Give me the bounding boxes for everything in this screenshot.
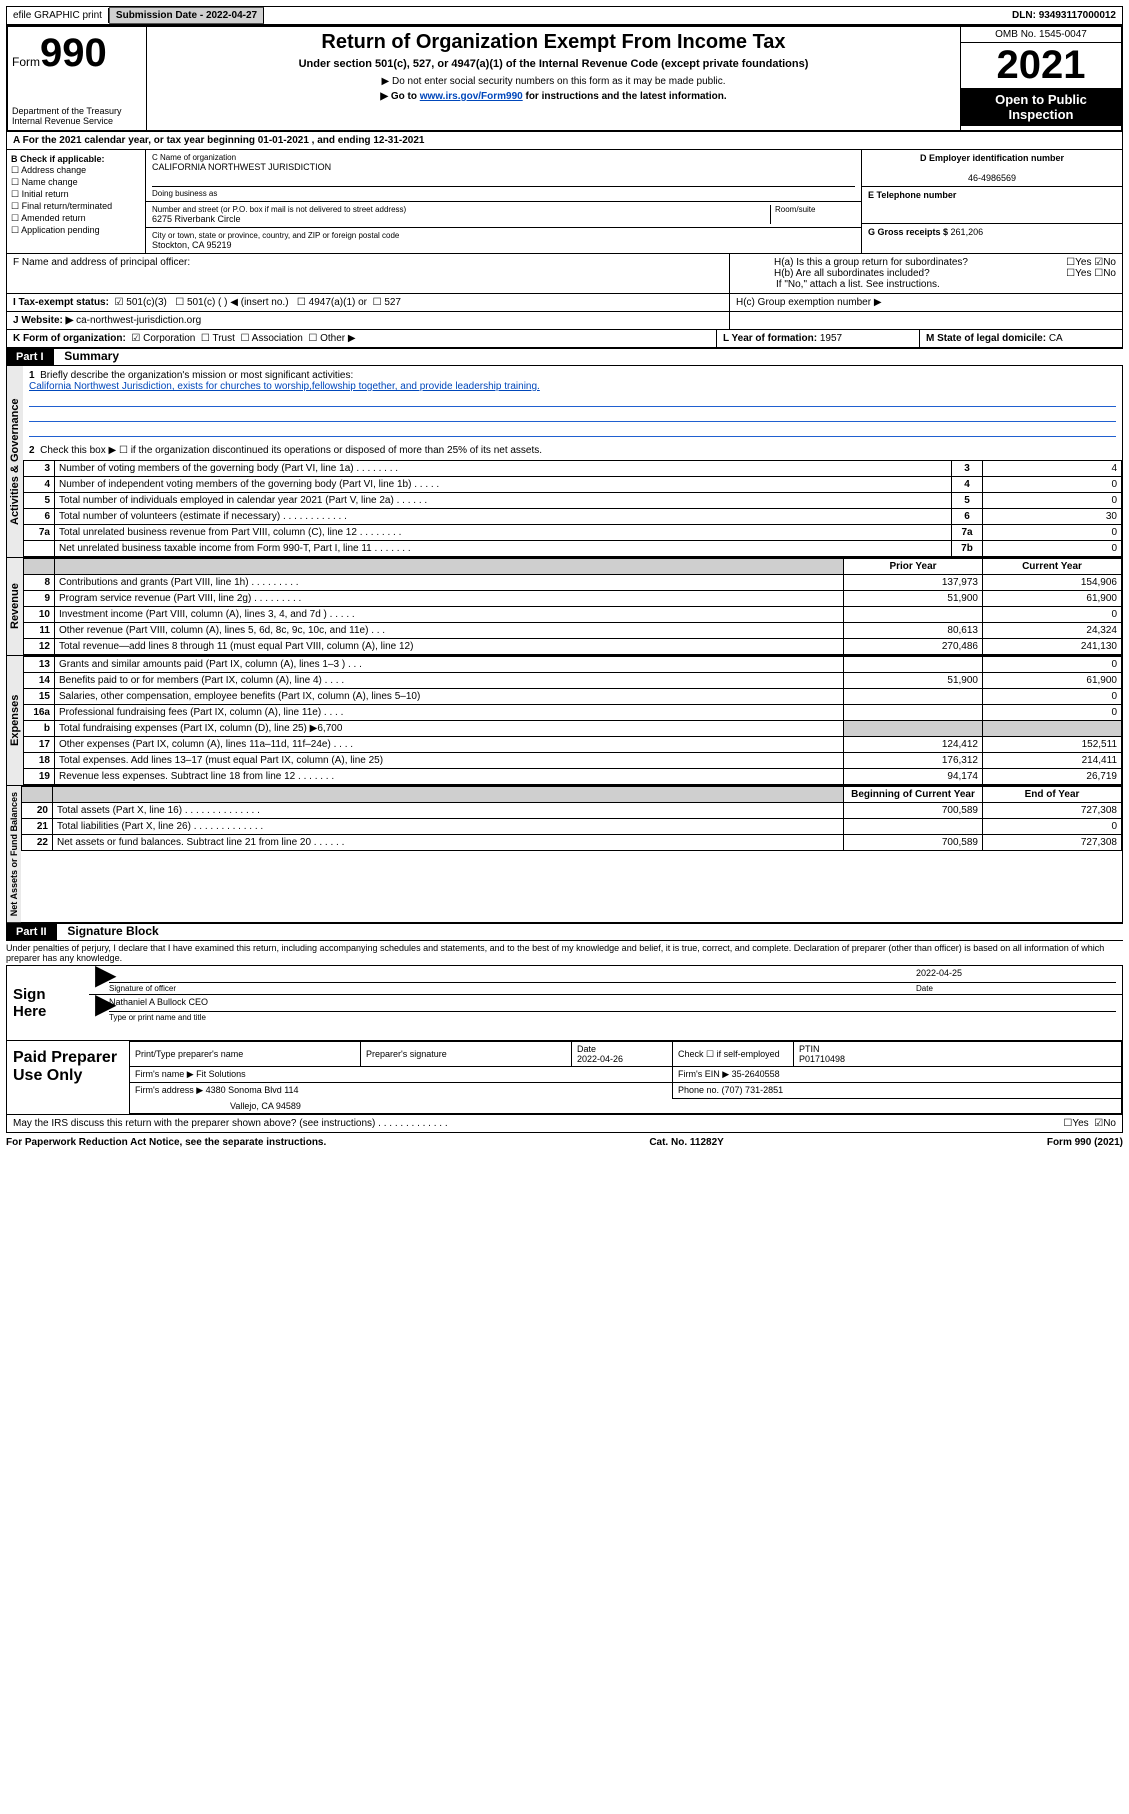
netassets-table: Beginning of Current YearEnd of Year20To… — [21, 786, 1122, 851]
chk-other[interactable]: ☐ Other ▶ — [308, 333, 355, 344]
chk-initial-return[interactable]: ☐ Initial return — [11, 189, 141, 200]
box-hc: H(c) Group exemption number ▶ — [729, 294, 1122, 311]
governance-table: 3Number of voting members of the governi… — [23, 460, 1122, 557]
subtitle-2: ▶ Do not enter social security numbers o… — [153, 76, 954, 87]
top-bar: efile GRAPHIC print Submission Date - 20… — [6, 6, 1123, 25]
ein-cell: D Employer identification number 46-4986… — [862, 150, 1122, 187]
omb-number: OMB No. 1545-0047 — [961, 27, 1121, 43]
subtitle-1: Under section 501(c), 527, or 4947(a)(1)… — [153, 58, 954, 70]
org-name-cell: C Name of organization CALIFORNIA NORTHW… — [146, 150, 861, 202]
dept-label: Department of the Treasury Internal Reve… — [12, 106, 142, 126]
city-cell: City or town, state or province, country… — [146, 228, 861, 253]
chk-final-return[interactable]: ☐ Final return/terminated — [11, 201, 141, 212]
box-j: J Website: ▶ ca-northwest-jurisdiction.o… — [7, 312, 729, 329]
form-header: Form990 Department of the Treasury Inter… — [6, 25, 1123, 132]
box-m: M State of legal domicile: CA — [919, 330, 1122, 347]
revenue-table: Prior YearCurrent Year8Contributions and… — [23, 558, 1122, 655]
gross-receipts-cell: G Gross receipts $ 261,206 — [862, 224, 1122, 240]
form-number: 990 — [40, 31, 107, 75]
chk-501c[interactable]: ☐ 501(c) ( ) ◀ (insert no.) — [175, 297, 288, 308]
form-title: Return of Organization Exempt From Incom… — [153, 31, 954, 54]
side-revenue: Revenue — [7, 558, 23, 655]
page-footer: For Paperwork Reduction Act Notice, see … — [6, 1133, 1123, 1148]
chk-address-change[interactable]: ☐ Address change — [11, 165, 141, 176]
chk-501c3[interactable]: ☑ 501(c)(3) — [115, 297, 167, 308]
box-b: B Check if applicable: ☐ Address change … — [7, 150, 146, 253]
identity-block: B Check if applicable: ☐ Address change … — [6, 150, 1123, 254]
chk-assoc[interactable]: ☐ Association — [240, 333, 302, 344]
chk-527[interactable]: ☐ 527 — [373, 297, 401, 308]
chk-trust[interactable]: ☐ Trust — [201, 333, 235, 344]
expenses-table: 13Grants and similar amounts paid (Part … — [23, 656, 1122, 785]
box-f: F Name and address of principal officer: — [7, 254, 729, 293]
chk-amended[interactable]: ☐ Amended return — [11, 213, 141, 224]
box-l: L Year of formation: 1957 — [716, 330, 919, 347]
officer-group-block: F Name and address of principal officer:… — [6, 254, 1123, 294]
phone-cell: E Telephone number — [862, 187, 1122, 224]
part-i-header: Part I Summary — [6, 348, 1123, 366]
form-label: Form — [12, 55, 40, 69]
open-inspection: Open to Public Inspection — [961, 88, 1121, 126]
line-a: A For the 2021 calendar year, or tax yea… — [6, 132, 1123, 150]
declaration: Under penalties of perjury, I declare th… — [6, 941, 1123, 965]
subtitle-3: ▶ Go to www.irs.gov/Form990 for instruct… — [153, 91, 954, 102]
box-h: H(a) Is this a group return for subordin… — [729, 254, 1122, 293]
chk-name-change[interactable]: ☐ Name change — [11, 177, 141, 188]
side-governance: Activities & Governance — [7, 366, 23, 557]
submission-date-button[interactable]: Submission Date - 2022-04-27 — [109, 7, 264, 24]
mission-link[interactable]: California Northwest Jurisdiction, exist… — [29, 381, 540, 392]
address-cell: Number and street (or P.O. box if mail i… — [146, 202, 861, 228]
tax-year: 2021 — [961, 43, 1121, 88]
chk-4947[interactable]: ☐ 4947(a)(1) or — [297, 297, 367, 308]
chk-corp[interactable]: ☑ Corporation — [131, 333, 195, 344]
may-irs-discuss: May the IRS discuss this return with the… — [7, 1115, 1057, 1132]
efile-label: efile GRAPHIC print — [7, 8, 109, 23]
sign-here-block: Sign Here ▶ Signature of officer 2022-04… — [6, 965, 1123, 1041]
side-netassets: Net Assets or Fund Balances — [7, 786, 21, 922]
box-k: K Form of organization: ☑ Corporation ☐ … — [7, 330, 716, 347]
dln: DLN: 93493117000012 — [1006, 8, 1122, 23]
part-ii-header: Part II Signature Block — [6, 923, 1123, 941]
irs-link[interactable]: www.irs.gov/Form990 — [420, 91, 523, 102]
paid-preparer-block: Paid Preparer Use Only Print/Type prepar… — [6, 1041, 1123, 1115]
chk-app-pending[interactable]: ☐ Application pending — [11, 225, 141, 236]
box-i: I Tax-exempt status: ☑ 501(c)(3) ☐ 501(c… — [7, 294, 729, 311]
side-expenses: Expenses — [7, 656, 23, 785]
